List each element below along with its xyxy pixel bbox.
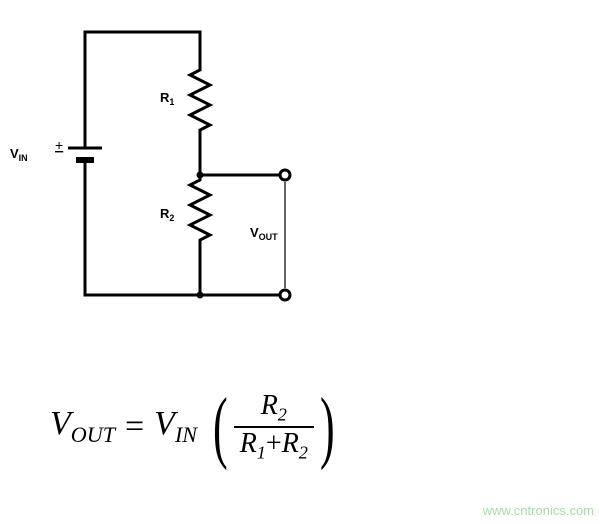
eq-den-plus: + (266, 428, 282, 459)
wire-bottom (85, 170, 200, 295)
eq-rhs-sub: IN (175, 422, 197, 447)
eq-num-R: R (261, 390, 278, 421)
label-vout-sub: OUT (259, 232, 279, 242)
label-r1: R1 (160, 90, 174, 107)
eq-frac-den: R1+R2 (234, 428, 314, 464)
eq-rhs-V: V (154, 405, 175, 442)
eq-rhs-vin: VIN (154, 405, 197, 448)
voltage-divider-circuit: VIN + R1 R2 VOUT (10, 10, 370, 320)
label-vin-main: V (10, 146, 19, 161)
terminal-vout-bottom (280, 290, 290, 300)
open-paren-icon: ( (213, 391, 228, 463)
label-vout-main: V (250, 225, 259, 240)
eq-den-R1: R (240, 428, 257, 459)
close-paren-icon: ) (320, 391, 335, 463)
terminal-vout-top (280, 170, 290, 180)
voltage-source-vin (68, 140, 102, 170)
label-r1-sub: 1 (169, 97, 174, 107)
eq-lhs: VOUT (50, 405, 115, 448)
wire-top (85, 32, 200, 140)
voltage-divider-equation: VOUT = VIN ( R2 R1+R2 ) (50, 390, 550, 463)
eq-den-sub2: 2 (299, 442, 308, 462)
eq-lhs-V: V (50, 405, 71, 442)
eq-paren-group: ( R2 R1+R2 ) (207, 390, 340, 463)
label-vin: VIN (10, 146, 28, 163)
eq-frac-num: R2 (255, 390, 293, 426)
eq-num-sub: 2 (278, 405, 287, 425)
label-plus: + (55, 137, 63, 153)
eq-equals: = (125, 408, 144, 446)
resistor-r2 (190, 175, 210, 250)
eq-den-R2: R (282, 428, 299, 459)
label-r2: R2 (160, 206, 174, 223)
eq-lhs-sub: OUT (71, 422, 115, 447)
eq-den-sub1: 1 (257, 442, 266, 462)
label-r2-sub: 2 (169, 213, 174, 223)
watermark: www.cntronics.com (483, 503, 594, 518)
resistor-r1 (190, 65, 210, 135)
label-vin-sub: IN (19, 153, 28, 163)
eq-fraction: R2 R1+R2 (234, 390, 314, 463)
label-vout: VOUT (250, 225, 278, 242)
